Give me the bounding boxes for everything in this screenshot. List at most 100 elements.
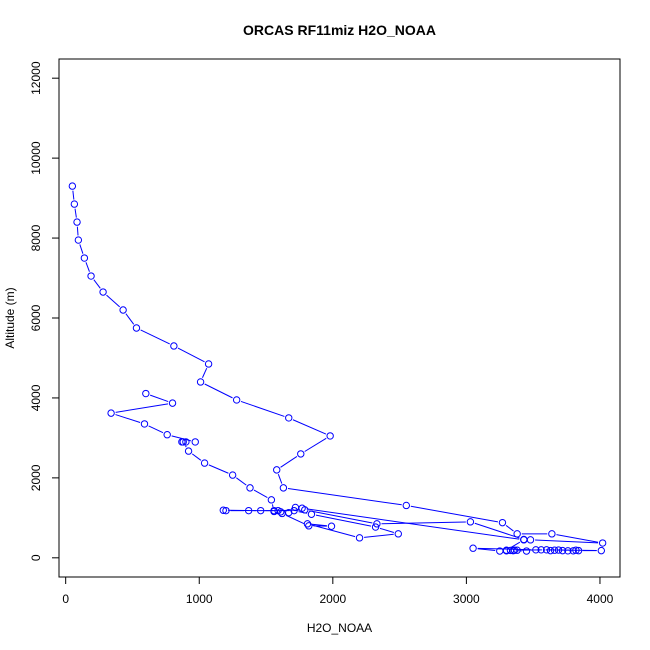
- series-segment: [76, 226, 79, 236]
- data-point: [546, 546, 555, 555]
- x-tick-label: 3000: [453, 592, 480, 606]
- data-point: [70, 200, 79, 208]
- data-point: [554, 546, 563, 554]
- data-point: [285, 508, 293, 517]
- data-point: [140, 420, 149, 428]
- data-point: [537, 546, 545, 554]
- chart-title: ORCAS RF11miz H2O_NOAA: [243, 22, 436, 38]
- x-axis: 0 1000 2000 3000 4000: [62, 576, 614, 606]
- y-tick-label: 12000: [29, 61, 43, 95]
- data-point: [307, 510, 316, 518]
- data-point: [168, 399, 177, 407]
- series-segment: [115, 403, 169, 413]
- data-point: [394, 530, 402, 538]
- data-point: [327, 522, 336, 530]
- data-point: [502, 547, 511, 555]
- series-segment: [115, 414, 141, 423]
- data-point: [513, 546, 521, 554]
- data-point: [498, 518, 507, 527]
- data-point: [191, 438, 199, 446]
- data-point: [184, 447, 193, 455]
- series-segment: [191, 453, 202, 461]
- y-axis-label: Altitude (m): [3, 287, 17, 348]
- data-point: [569, 547, 577, 555]
- data-point: [542, 546, 551, 554]
- y-tick-label: 6000: [29, 304, 43, 331]
- x-tick-label: 4000: [587, 592, 614, 606]
- series-segment: [286, 514, 305, 525]
- data-point: [170, 342, 178, 350]
- data-point: [550, 546, 559, 554]
- data-point: [107, 409, 115, 417]
- series-segment: [72, 190, 75, 200]
- series-segment: [277, 474, 283, 484]
- series-segment: [149, 394, 169, 403]
- data-point: [373, 520, 381, 528]
- series-segment: [208, 464, 229, 474]
- data-point: [204, 360, 213, 368]
- series-segment: [309, 510, 373, 524]
- data-point: [246, 484, 254, 492]
- x-tick-label: 1000: [186, 592, 213, 606]
- data-point: [196, 378, 205, 386]
- data-point: [469, 544, 477, 552]
- data-point: [303, 520, 312, 528]
- data-point: [371, 523, 380, 531]
- data-point: [548, 530, 556, 538]
- data-point: [182, 438, 190, 446]
- series-segment: [177, 347, 205, 363]
- series-segment: [505, 525, 514, 532]
- data-point: [598, 539, 607, 547]
- data-point: [297, 450, 305, 458]
- data-point: [74, 236, 83, 244]
- y-tick-label: 10000: [29, 141, 43, 175]
- data-point: [222, 506, 230, 515]
- data-point: [355, 534, 364, 542]
- data-point: [73, 218, 81, 226]
- series-segment: [185, 445, 187, 448]
- series-segment: [477, 547, 532, 551]
- data-point: [132, 324, 141, 332]
- data-point: [273, 466, 281, 474]
- data-point: [532, 546, 540, 554]
- data-point: [232, 396, 241, 404]
- series-segment: [204, 383, 233, 399]
- series-layer: [68, 182, 607, 555]
- series-segment: [287, 488, 402, 506]
- data-point: [142, 389, 150, 398]
- data-point: [298, 504, 306, 512]
- data-point: [99, 288, 107, 296]
- series-segment: [556, 534, 599, 543]
- data-point: [402, 501, 410, 510]
- series-segment: [315, 514, 372, 527]
- data-point: [87, 272, 95, 280]
- data-point: [513, 530, 521, 538]
- data-point: [119, 306, 127, 314]
- x-tick-label: 2000: [319, 592, 346, 606]
- data-point: [256, 506, 265, 515]
- series-segment: [477, 548, 496, 552]
- data-point: [466, 518, 475, 526]
- series-segment: [148, 425, 164, 434]
- series-segment: [304, 437, 327, 452]
- series-segment: [271, 504, 274, 508]
- data-point: [267, 496, 276, 504]
- series-segment: [379, 527, 395, 533]
- y-tick-label: 2000: [29, 464, 43, 491]
- data-point: [163, 431, 171, 439]
- series-segment: [474, 522, 520, 539]
- data-point: [522, 547, 531, 555]
- series-segment: [280, 456, 298, 468]
- series-segment: [364, 533, 394, 538]
- data-point: [574, 546, 583, 555]
- series-segment: [202, 367, 208, 378]
- y-tick-label: 8000: [29, 224, 43, 251]
- series-2: [270, 503, 605, 555]
- series-segment: [93, 279, 101, 289]
- series-segment: [253, 489, 268, 499]
- series-segment: [311, 524, 356, 538]
- data-point: [510, 546, 519, 554]
- series-segment: [306, 508, 520, 540]
